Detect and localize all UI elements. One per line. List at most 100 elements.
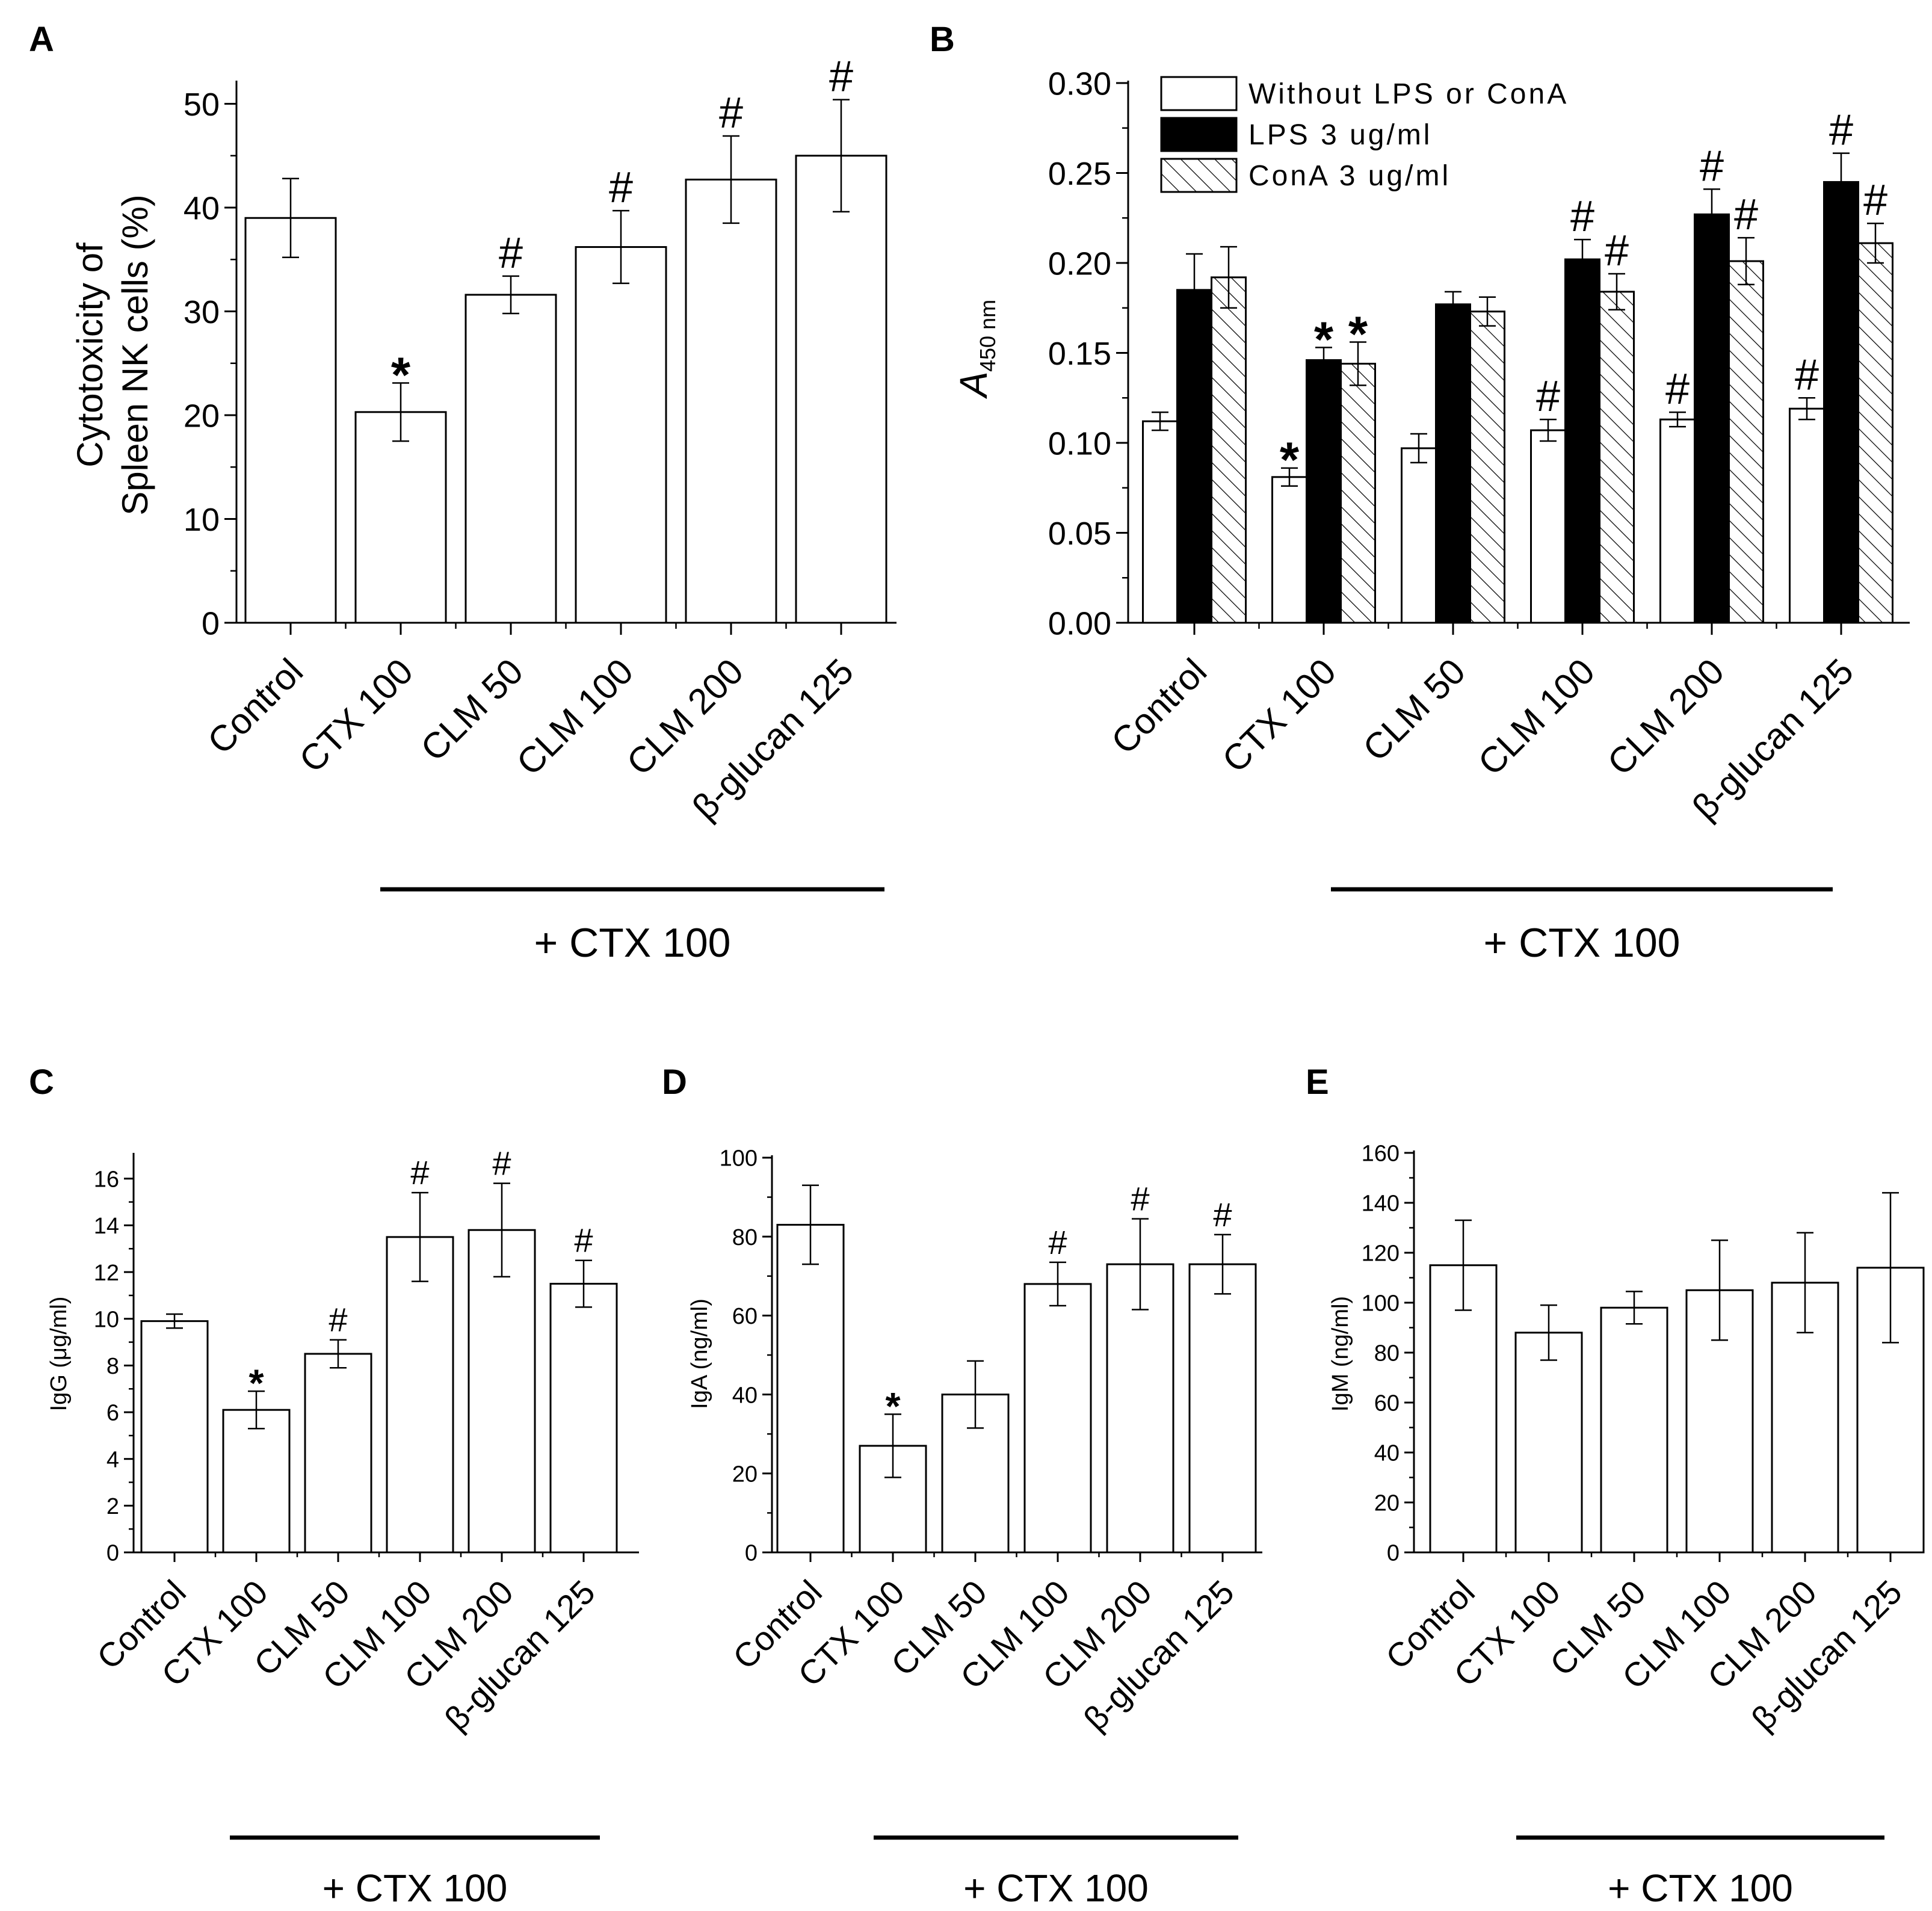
significance-star: *: [1280, 432, 1300, 488]
bar: [1211, 276, 1247, 624]
y-tick-label: 0: [106, 1541, 119, 1566]
y-tick-label: 12: [94, 1261, 119, 1286]
significance-hash: #: [499, 229, 523, 277]
panel-label: C: [29, 1063, 54, 1102]
panel-label: D: [662, 1063, 687, 1102]
x-tick-label: Control: [200, 651, 310, 762]
group-label: + CTX 100: [1484, 920, 1680, 966]
y-tick-label: 0: [745, 1541, 758, 1566]
bar: [575, 246, 667, 624]
significance-star: *: [1348, 306, 1368, 362]
significance-star: *: [391, 347, 411, 403]
y-tick-label: 4: [106, 1447, 119, 1472]
x-tick-label: CLM 50: [1355, 651, 1473, 769]
y-tick-label: 80: [1374, 1341, 1400, 1366]
bar: [1600, 1306, 1668, 1554]
bar: [1176, 289, 1212, 624]
bar: [549, 1283, 618, 1554]
bar: [1306, 359, 1342, 624]
panel-label: A: [29, 20, 54, 59]
group-label: + CTX 100: [963, 1866, 1149, 1910]
significance-star: *: [248, 1362, 264, 1405]
bar: [1023, 1283, 1092, 1554]
y-tick-label: 2: [106, 1494, 119, 1519]
significance-hash: #: [1536, 372, 1560, 421]
x-tick-label: CTX 100: [1214, 651, 1344, 780]
bar: [464, 294, 557, 624]
significance-hash: #: [1131, 1180, 1149, 1218]
bar: [1401, 447, 1437, 624]
y-axis-title-sub: 450 nm: [975, 300, 1000, 372]
y-tick-label: 100: [1362, 1291, 1400, 1317]
bar: [1789, 407, 1825, 624]
y-axis-title-line2: Spleen NK cells (%): [115, 194, 155, 516]
y-tick-label: 8: [106, 1354, 119, 1379]
bar: [1694, 213, 1730, 624]
y-tick-label: 140: [1362, 1191, 1400, 1217]
panel-label: E: [1306, 1063, 1329, 1102]
significance-hash: #: [829, 53, 853, 101]
y-axis-title-line1: Cytotoxicity of: [70, 242, 110, 468]
y-tick-label: 0: [202, 605, 220, 641]
legend: Without LPS or ConA LPS 3 ug/ml ConA 3 ug/…: [1160, 76, 1569, 193]
y-tick-label: 10: [184, 502, 220, 538]
significance-hash: #: [1570, 193, 1594, 241]
y-tick-label: 80: [732, 1225, 758, 1250]
y-tick-label: 40: [1374, 1441, 1400, 1466]
group-label: + CTX 100: [323, 1866, 508, 1910]
y-tick-label: 6: [106, 1401, 119, 1426]
y-tick-label: 0.00: [1048, 605, 1111, 641]
x-tick-label: Control: [1103, 651, 1214, 762]
bar: [1514, 1332, 1583, 1554]
bar: [1435, 303, 1471, 624]
legend-swatch: [1160, 76, 1238, 111]
bar: [140, 1320, 209, 1554]
bar: [1469, 310, 1505, 624]
significance-hash: #: [609, 164, 633, 212]
bar: [776, 1224, 845, 1554]
significance-hash: #: [574, 1221, 593, 1259]
y-tick-label: 16: [94, 1167, 119, 1193]
significance-hash: #: [1700, 142, 1724, 190]
x-tick-label: β-glucan 125: [1744, 1573, 1909, 1738]
y-axis-title-main: A: [952, 371, 995, 400]
significance-hash: #: [410, 1153, 429, 1191]
y-tick-label: 0.05: [1048, 516, 1111, 552]
y-tick-label: 0.25: [1048, 156, 1111, 192]
bar: [1823, 181, 1859, 624]
legend-swatch: [1160, 117, 1238, 152]
y-tick-label: 14: [94, 1214, 119, 1239]
bar: [354, 411, 447, 624]
y-tick-label: 100: [720, 1146, 758, 1172]
legend-label: Without LPS or ConA: [1248, 78, 1569, 110]
bar: [244, 217, 337, 624]
y-axis-title: IgG (μg/ml): [46, 1297, 72, 1412]
y-tick-label: 50: [184, 87, 220, 123]
bar: [386, 1236, 454, 1554]
bar: [1685, 1289, 1754, 1554]
legend-swatch: [1160, 158, 1238, 193]
bar: [222, 1409, 291, 1554]
y-axis-title: IgA (ng/ml): [687, 1298, 712, 1409]
y-tick-label: 10: [94, 1307, 119, 1332]
bar: [1188, 1263, 1257, 1554]
y-tick-label: 20: [1374, 1491, 1400, 1516]
bar: [1728, 260, 1764, 624]
y-tick-label: 40: [184, 190, 220, 226]
significance-hash: #: [1829, 107, 1853, 155]
legend-label: ConA 3 ug/ml: [1248, 160, 1451, 192]
bar: [1599, 291, 1635, 624]
significance-hash: #: [1863, 176, 1887, 224]
x-tick-label: CLM 100: [509, 651, 641, 783]
y-axis-title: IgM (ng/ml): [1328, 1296, 1353, 1412]
panel-label: B: [930, 20, 955, 59]
y-tick-label: 60: [732, 1304, 758, 1329]
y-tick-label: 160: [1362, 1141, 1400, 1167]
y-tick-label: 20: [732, 1462, 758, 1487]
